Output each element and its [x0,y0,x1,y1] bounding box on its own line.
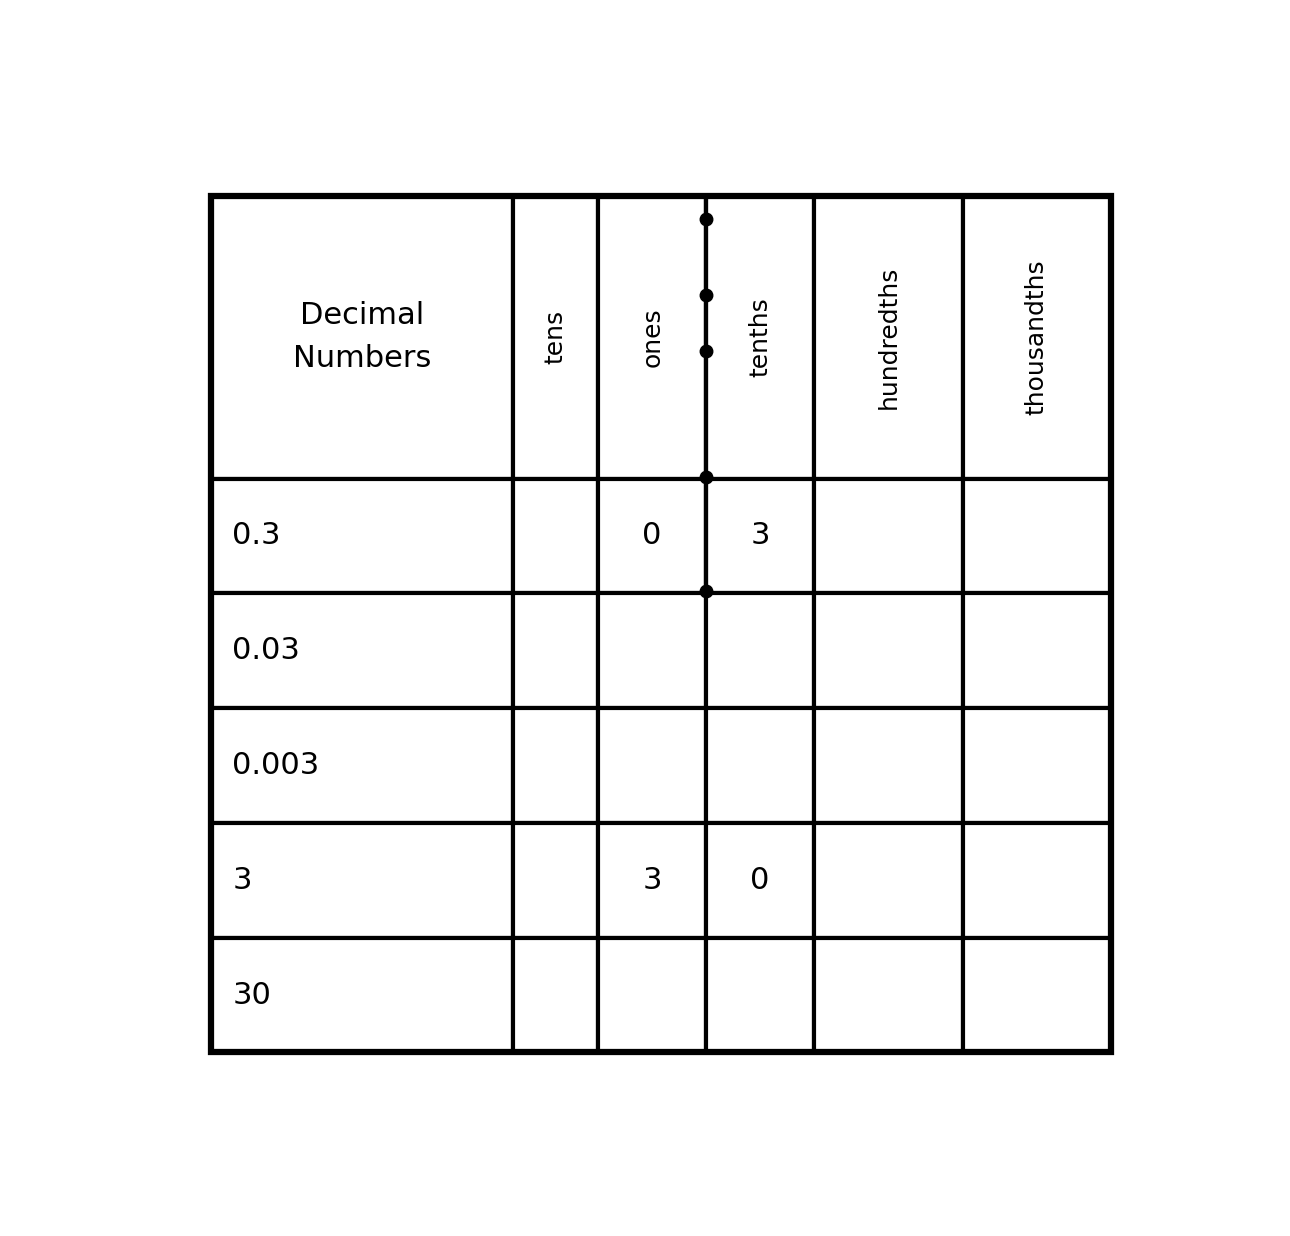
Bar [212,197,512,478]
Bar [599,593,706,708]
Bar [706,593,814,708]
Text: thousandths: thousandths [1024,260,1049,415]
Text: tens: tens [543,310,568,365]
Bar [706,938,814,1053]
Bar [212,593,512,708]
Bar [814,593,962,708]
Bar [962,708,1111,823]
Text: 30: 30 [232,980,271,1010]
Bar [599,197,706,478]
Bar [599,823,706,938]
Bar [512,823,599,938]
Bar [212,478,512,593]
Bar [962,593,1111,708]
Bar [706,478,814,593]
Bar [512,708,599,823]
Bar [599,708,706,823]
Bar [212,938,512,1053]
Bar [512,938,599,1053]
Bar [706,708,814,823]
Text: hundredths: hundredths [876,266,900,409]
Bar [512,478,599,593]
Bar [962,197,1111,478]
Bar [212,708,512,823]
Text: 3: 3 [642,865,662,895]
Bar [706,823,814,938]
Bar [814,823,962,938]
Text: 0.03: 0.03 [232,637,301,665]
Bar [814,938,962,1053]
Bar [599,938,706,1053]
Text: 3: 3 [751,522,770,550]
Bar [962,478,1111,593]
Text: 0.003: 0.003 [232,751,320,780]
Text: 0: 0 [642,522,662,550]
Bar [512,593,599,708]
Bar [962,823,1111,938]
Bar [814,197,962,478]
Text: 3: 3 [232,865,252,895]
Text: tenths: tenths [748,298,773,377]
Bar [814,708,962,823]
Text: ones: ones [640,308,664,367]
Bar [814,478,962,593]
Bar [212,823,512,938]
Bar [706,197,814,478]
Text: Decimal
Numbers: Decimal Numbers [293,302,431,373]
Bar [962,938,1111,1053]
Text: 0.3: 0.3 [232,522,281,550]
Bar [599,478,706,593]
Bar [512,197,599,478]
Text: 0: 0 [751,865,770,895]
